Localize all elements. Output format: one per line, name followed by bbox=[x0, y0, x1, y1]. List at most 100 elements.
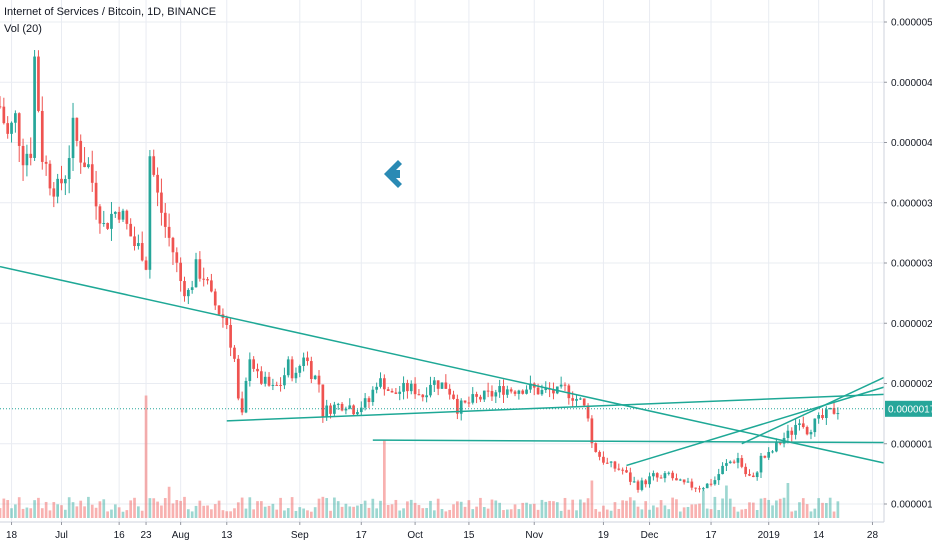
candle-body bbox=[778, 442, 782, 444]
volume-bar bbox=[540, 499, 544, 518]
candle-body bbox=[406, 382, 409, 392]
candle-body bbox=[286, 359, 290, 376]
volume-bar bbox=[190, 511, 194, 518]
volume-bar bbox=[732, 506, 736, 518]
candle-body bbox=[479, 396, 482, 400]
volume-bar bbox=[137, 506, 140, 518]
volume-bar bbox=[448, 509, 452, 518]
volume-bar bbox=[217, 500, 221, 518]
candle-body bbox=[755, 472, 759, 478]
volume-bar bbox=[386, 504, 390, 518]
volume-bar bbox=[233, 508, 236, 518]
volume-bar bbox=[298, 507, 302, 518]
volume-bar bbox=[256, 501, 259, 518]
volume-bar bbox=[352, 506, 355, 518]
candle-body bbox=[544, 388, 548, 391]
candle-body bbox=[659, 477, 663, 479]
volume-bar bbox=[340, 506, 344, 518]
volume-bar bbox=[502, 510, 505, 518]
volume-bar bbox=[402, 508, 405, 518]
time-tick-label: Nov bbox=[525, 530, 543, 541]
time-tick-label: 13 bbox=[221, 530, 233, 541]
candle-body bbox=[678, 479, 682, 481]
candle-body bbox=[248, 359, 252, 381]
time-tick-label: 16 bbox=[114, 530, 126, 541]
candle-body bbox=[333, 404, 336, 414]
volume-bar bbox=[513, 504, 517, 518]
volume-bar bbox=[828, 497, 832, 518]
candle-body bbox=[344, 408, 348, 411]
trendline bbox=[0, 265, 885, 464]
volume-bar bbox=[267, 505, 271, 518]
volume-bar bbox=[183, 496, 186, 518]
volume-bar bbox=[632, 500, 636, 518]
time-tick-label: 19 bbox=[598, 530, 610, 541]
time-tick-label: Jul bbox=[55, 530, 68, 541]
volume-bar bbox=[417, 505, 421, 518]
volume-bar bbox=[452, 504, 455, 518]
volume-bar bbox=[717, 509, 721, 518]
volume-bar bbox=[667, 509, 671, 518]
volume-bar bbox=[494, 500, 498, 518]
volume-bar bbox=[359, 504, 363, 518]
volume-bar bbox=[517, 509, 521, 518]
time-tick-label: 14 bbox=[813, 530, 825, 541]
candle-body bbox=[167, 226, 171, 238]
volume-bar bbox=[621, 500, 624, 518]
chevron-left-arrow-shape bbox=[384, 160, 402, 188]
price-axis[interactable]: 0.00000500 0.00000450 0.00000400 0.00000350… bbox=[883, 0, 932, 522]
current-price-tag bbox=[885, 400, 932, 417]
volume-bar bbox=[344, 503, 348, 518]
volume-bar bbox=[421, 508, 425, 518]
candle-body bbox=[140, 243, 144, 261]
volume-bar bbox=[29, 508, 33, 518]
volume-bar bbox=[625, 500, 628, 518]
trendlines[interactable] bbox=[0, 265, 885, 467]
candle-body bbox=[825, 409, 828, 418]
time-axis[interactable]: 18 Jul 16 23 Aug 13 Sep 17 Oct 15 Nov 19 Dec 17 2019 14… bbox=[0, 521, 884, 541]
volume-bar bbox=[313, 507, 317, 518]
time-tick-label: Oct bbox=[407, 530, 423, 541]
volume-bar bbox=[467, 500, 471, 518]
price-tick-label: 0.00000200 bbox=[891, 379, 932, 390]
volume-bar bbox=[613, 502, 617, 518]
time-tick-label: 23 bbox=[140, 530, 152, 541]
volume-bar bbox=[133, 497, 136, 518]
volume-bar bbox=[832, 511, 836, 518]
candle-body bbox=[298, 366, 302, 373]
candle-body bbox=[309, 361, 313, 380]
volume-bar bbox=[728, 498, 732, 518]
time-tick-label: Aug bbox=[172, 530, 190, 541]
candle-body bbox=[490, 391, 494, 397]
trendline bbox=[626, 386, 885, 467]
candle-body bbox=[160, 192, 163, 213]
candle-body bbox=[213, 291, 217, 306]
candle-body bbox=[586, 405, 590, 419]
volume-bar bbox=[309, 511, 313, 518]
volume-bar bbox=[63, 509, 67, 518]
volume-bar bbox=[648, 509, 651, 518]
candle-body bbox=[256, 368, 259, 372]
time-tick-label: 17 bbox=[705, 530, 717, 541]
volume-bar bbox=[751, 502, 755, 518]
candle-body bbox=[375, 386, 379, 390]
candle-body bbox=[563, 384, 567, 386]
candle-body bbox=[482, 390, 486, 400]
candle-body bbox=[613, 461, 617, 469]
volume-bar bbox=[671, 497, 674, 518]
volume-bar bbox=[479, 497, 482, 518]
volume-bar bbox=[678, 511, 682, 518]
price-tick-label: 0.00000300 bbox=[891, 259, 932, 270]
symbol-title[interactable]: Internet of Services / Bitcoin, 1D, BINA… bbox=[4, 6, 217, 18]
candle-body bbox=[721, 465, 724, 475]
volume-bar bbox=[286, 508, 290, 518]
candle-body bbox=[421, 394, 425, 398]
volume-bar bbox=[321, 496, 325, 518]
volume-bar bbox=[186, 509, 190, 518]
candle-body bbox=[486, 390, 490, 392]
volume-bar bbox=[567, 509, 571, 518]
volume-indicator-label[interactable]: Vol (20) bbox=[4, 23, 42, 35]
candle-body bbox=[698, 488, 701, 490]
candle-body bbox=[402, 382, 405, 392]
